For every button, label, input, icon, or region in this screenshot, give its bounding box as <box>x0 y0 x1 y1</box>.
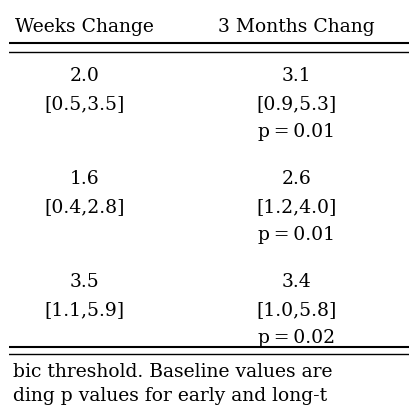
Text: 3.4: 3.4 <box>282 273 311 291</box>
Text: bic threshold. Baseline values are: bic threshold. Baseline values are <box>13 363 332 381</box>
Text: [0.5,3.5]: [0.5,3.5] <box>44 95 125 113</box>
Text: 2.6: 2.6 <box>282 170 311 188</box>
Text: 3.5: 3.5 <box>70 273 100 291</box>
Text: Weeks Change: Weeks Change <box>15 18 154 36</box>
Text: ding p values for early and long-t: ding p values for early and long-t <box>13 387 327 405</box>
Text: 3 Months Chang: 3 Months Chang <box>218 18 375 36</box>
Text: p = 0.01: p = 0.01 <box>258 226 335 244</box>
Text: 3.1: 3.1 <box>282 67 311 85</box>
Text: [0.9,5.3]: [0.9,5.3] <box>257 95 337 113</box>
Text: 1.6: 1.6 <box>70 170 100 188</box>
Text: [1.0,5.8]: [1.0,5.8] <box>256 301 337 319</box>
Text: [1.1,5.9]: [1.1,5.9] <box>44 301 125 319</box>
Text: [1.2,4.0]: [1.2,4.0] <box>256 198 337 216</box>
Text: p = 0.02: p = 0.02 <box>258 329 335 347</box>
Text: 2.0: 2.0 <box>70 67 100 85</box>
Text: p = 0.01: p = 0.01 <box>258 123 335 141</box>
Text: [0.4,2.8]: [0.4,2.8] <box>44 198 125 216</box>
